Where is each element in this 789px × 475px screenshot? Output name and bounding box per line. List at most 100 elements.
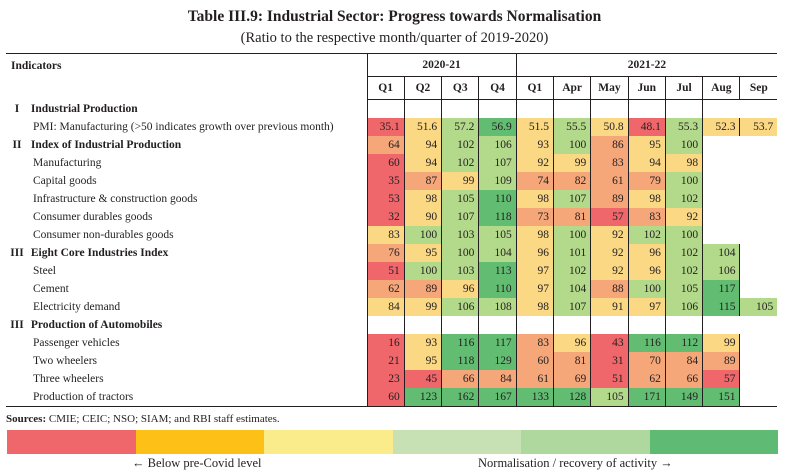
value-cell: 83	[590, 154, 629, 172]
row-label: Infrastructure & construction goods	[6, 190, 367, 208]
year-header: 2021-22	[515, 53, 778, 77]
color-legend	[7, 430, 778, 454]
empty-cell	[739, 262, 778, 280]
table-title: Table III.9: Industrial Sector: Progress…	[187, 8, 602, 25]
value-cell: 110	[478, 190, 517, 208]
table-row: Infrastructure & construction goods 53 98 1…	[6, 190, 777, 208]
value-cell: 98	[627, 190, 666, 208]
value-cell: 57	[590, 208, 629, 226]
value-cell: 123	[403, 388, 442, 407]
value-cell: 104	[552, 280, 591, 298]
column-header: Q3	[441, 76, 479, 100]
value-cell: 35	[366, 172, 405, 190]
row-label-text: Infrastructure & construction goods	[33, 193, 198, 205]
value-cell: 57.2	[441, 118, 479, 136]
legend-right-label: Normalisation / recovery of activity →	[478, 456, 673, 470]
empty-cell	[740, 226, 777, 244]
empty-cell	[366, 316, 405, 334]
row-label: Passenger vehicles	[6, 334, 367, 352]
column-header: Q2	[403, 76, 442, 100]
row-label-text: Production of tractors	[33, 391, 134, 403]
value-cell: 100	[403, 226, 442, 244]
value-cell: 102	[664, 262, 703, 280]
empty-cell	[740, 172, 777, 190]
empty-cell	[478, 99, 517, 118]
legend-swatch	[264, 430, 393, 454]
empty-cell	[403, 316, 442, 334]
row-label: III Production of Automobiles	[6, 316, 367, 334]
row-label-text: Two wheelers	[33, 355, 98, 367]
empty-cell	[403, 99, 442, 118]
value-cell: 92	[515, 154, 554, 172]
column-header: Sep	[739, 76, 778, 100]
empty-cell	[590, 316, 629, 334]
empty-cell	[478, 316, 517, 334]
value-cell: 98	[403, 190, 442, 208]
row-label: Consumer durables goods	[6, 208, 367, 226]
value-cell: 70	[627, 352, 666, 370]
value-cell: 105	[664, 280, 703, 298]
value-cell: 81	[552, 208, 591, 226]
value-cell: 102	[664, 244, 703, 262]
empty-cell	[590, 99, 629, 118]
row-label-text: Electricity demand	[33, 301, 121, 313]
row-label-text: Three wheelers	[33, 373, 104, 385]
row-label: II Index of Industrial Production	[6, 136, 367, 154]
value-cell: 100	[627, 280, 666, 298]
row-label: Three wheelers	[6, 370, 367, 388]
empty-cell	[740, 154, 777, 172]
value-cell: 79	[627, 172, 666, 190]
column-header: Q4	[478, 76, 517, 100]
empty-cell	[702, 208, 740, 226]
value-cell: 167	[478, 388, 517, 407]
empty-cell	[441, 99, 479, 118]
value-cell: 96	[627, 244, 666, 262]
value-cell: 104	[702, 244, 740, 262]
value-cell: 96	[515, 244, 554, 262]
empty-cell	[664, 99, 703, 118]
column-header: Apr	[552, 76, 591, 100]
empty-cell	[702, 99, 740, 118]
value-cell: 108	[478, 298, 517, 316]
value-cell: 86	[590, 136, 629, 154]
empty-cell	[702, 226, 740, 244]
value-cell: 64	[366, 136, 405, 154]
value-cell: 83	[366, 226, 405, 244]
empty-cell	[740, 136, 777, 154]
value-cell: 94	[403, 136, 442, 154]
row-label: Steel	[6, 262, 367, 280]
empty-cell	[739, 280, 778, 298]
year-header: 2020-21	[366, 53, 517, 77]
row-label: I Industrial Production	[6, 100, 367, 119]
section-numeral: III	[10, 247, 24, 259]
value-cell: 94	[627, 154, 666, 172]
value-cell: 162	[441, 388, 479, 407]
value-cell: 101	[552, 244, 591, 262]
table-row: Electricity demand 84 99 106 108 98 107 91 97 106…	[6, 298, 778, 316]
row-label-text: Consumer non-durables goods	[33, 229, 174, 241]
value-cell: 50.8	[590, 118, 629, 136]
value-cell: 106	[702, 262, 740, 280]
value-cell: 105	[441, 190, 479, 208]
value-cell: 151	[702, 388, 740, 407]
value-cell: 89	[702, 352, 740, 370]
value-cell: 98	[515, 226, 554, 244]
value-cell: 97	[515, 280, 554, 298]
sources-text: CMIE; CEIC; NSO; SIAM; and RBI staff est…	[46, 413, 280, 425]
value-cell: 97	[627, 298, 666, 316]
legend-left-label: ← Below pre-Covid level	[132, 456, 262, 470]
row-label-text: Industrial Production	[30, 102, 138, 115]
value-cell: 89	[403, 280, 442, 298]
row-label: Capital goods	[6, 172, 367, 190]
value-cell: 102	[664, 190, 703, 208]
value-cell: 31	[590, 352, 629, 370]
value-cell: 83	[627, 208, 666, 226]
value-cell: 51.5	[515, 118, 554, 136]
row-label-text: Consumer durables goods	[33, 211, 153, 223]
row-label-text: Index of Industrial Production	[30, 139, 182, 151]
column-header: Jul	[664, 76, 703, 100]
legend-swatch	[7, 430, 136, 454]
value-cell: 98	[664, 154, 703, 172]
value-cell: 60	[366, 154, 405, 172]
value-cell: 117	[702, 280, 740, 298]
